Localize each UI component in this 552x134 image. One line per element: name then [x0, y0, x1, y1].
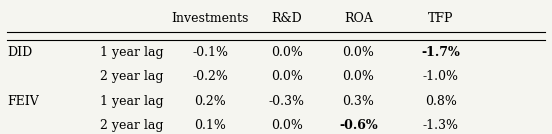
Text: 1 year lag: 1 year lag: [100, 46, 164, 59]
Text: TFP: TFP: [428, 12, 454, 25]
Text: 0.1%: 0.1%: [194, 119, 226, 132]
Text: -0.2%: -0.2%: [192, 70, 228, 83]
Text: 0.0%: 0.0%: [342, 70, 374, 83]
Text: 2 year lag: 2 year lag: [100, 70, 164, 83]
Text: FEIV: FEIV: [7, 95, 39, 108]
Text: 2 year lag: 2 year lag: [100, 119, 164, 132]
Text: -0.3%: -0.3%: [269, 95, 305, 108]
Text: Investments: Investments: [172, 12, 249, 25]
Text: 0.3%: 0.3%: [342, 95, 374, 108]
Text: ROA: ROA: [344, 12, 373, 25]
Text: 1 year lag: 1 year lag: [100, 95, 164, 108]
Text: -0.6%: -0.6%: [339, 119, 378, 132]
Text: -1.3%: -1.3%: [423, 119, 459, 132]
Text: DID: DID: [7, 46, 32, 59]
Text: 0.2%: 0.2%: [194, 95, 226, 108]
Text: 0.0%: 0.0%: [271, 119, 303, 132]
Text: 0.0%: 0.0%: [271, 46, 303, 59]
Text: -1.0%: -1.0%: [423, 70, 459, 83]
Text: 0.0%: 0.0%: [271, 70, 303, 83]
Text: -0.1%: -0.1%: [192, 46, 228, 59]
Text: R&D: R&D: [272, 12, 302, 25]
Text: 0.0%: 0.0%: [342, 46, 374, 59]
Text: -1.7%: -1.7%: [421, 46, 460, 59]
Text: 0.8%: 0.8%: [425, 95, 457, 108]
